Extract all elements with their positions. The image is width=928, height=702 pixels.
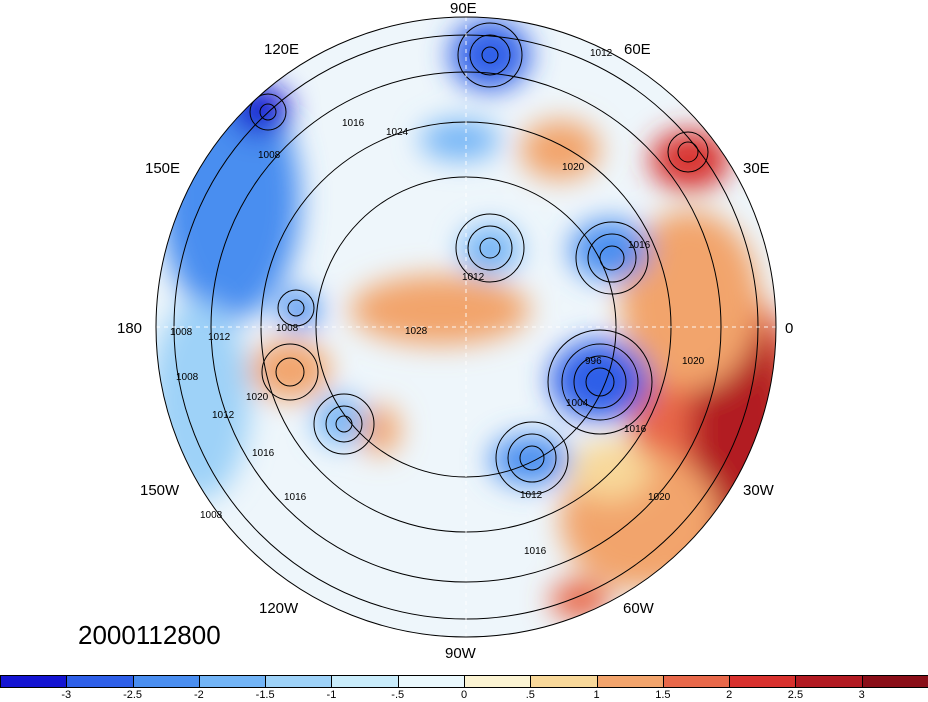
isobar-label: 1008 [170,327,193,338]
lon-label-120e: 120E [264,41,300,58]
lon-label-150w: 150W [140,482,180,499]
colorbar-segment [464,675,532,688]
isobar-label: 1020 [648,492,671,503]
lon-label-60w: 60W [623,600,654,617]
isobar-label: 1004 [566,398,589,409]
isobar-label: 1016 [628,240,651,251]
isobar-label: 1012 [212,410,235,421]
isobar-label: 1020 [682,356,705,367]
colorbar-tick-label: 1.5 [655,689,671,701]
isobar-label: 1012 [462,272,485,283]
colorbar-tick-label: -1 [326,689,337,701]
colorbar-tick-label: .5 [525,689,535,701]
isobar-label: 1028 [405,326,428,337]
lon-label-90e: 90E [450,0,477,17]
colorbar-segment [861,675,928,688]
lon-label-180: 180 [117,320,143,337]
isobar-label: 1012 [208,332,231,343]
colorbar-segment [596,675,664,688]
colorbar-tick-label: -2 [193,689,204,701]
isobar-label: 1016 [342,118,365,129]
isobar-label: 1020 [246,392,269,403]
isobar-label: 1012 [520,490,543,501]
lon-label-90w: 90W [445,645,476,662]
lon-label-120w: 120W [259,600,299,617]
colorbar-segment [0,675,68,688]
lon-label-30w: 30W [743,482,774,499]
colorbar-tick-label: 1 [593,689,600,701]
isobar-label: 996 [585,356,602,367]
colorbar-tick-label: -2.5 [123,689,143,701]
isobar-label: 1008 [200,510,223,521]
colorbar-tick-label: 2 [726,689,733,701]
colorbar-segment [729,675,797,688]
isobar-label: 1008 [276,323,299,334]
isobar-label: 1008 [258,150,281,161]
lon-label-60e: 60E [624,41,651,58]
isobar-label: 1008 [176,372,199,383]
isobar-label: 1016 [284,492,307,503]
colorbar-tick-label: 0 [460,689,468,701]
isobar-label: 1016 [524,546,547,557]
lon-label-0: 0 [785,320,794,337]
lon-label-150e: 150E [145,160,181,177]
colorbar-segment [397,675,465,688]
colorbar-segment [530,675,598,688]
colorbar-tick-label: -3 [61,689,72,701]
lon-label-30e: 30E [743,160,770,177]
colorbar-segment [265,675,333,688]
colorbar-tick-label: 2.5 [787,689,804,701]
isobar-label: 1016 [252,448,275,459]
colorbar-segment [662,675,731,688]
colorbar-segment [198,675,267,688]
isobar-label: 1024 [386,127,409,138]
colorbar-tick-label: -1.5 [255,689,275,701]
colorbar-segment [331,675,399,688]
colorbar-tick-label: -.5 [391,689,405,701]
isobar-label: 1020 [562,162,585,173]
colorbar: -3 -2.5 -2 -1.5 -1 -.5 0 .5 1 1.5 2 2.5 3 [0,675,928,702]
isobar-label: 1016 [624,424,647,435]
colorbar-segment [795,675,863,688]
isobar-label: 1012 [590,48,613,59]
colorbar-segment [132,675,200,688]
timestamp-label: 2000112800 [78,620,221,650]
colorbar-segment [66,675,134,688]
colorbar-tick-label: 3 [858,689,865,701]
